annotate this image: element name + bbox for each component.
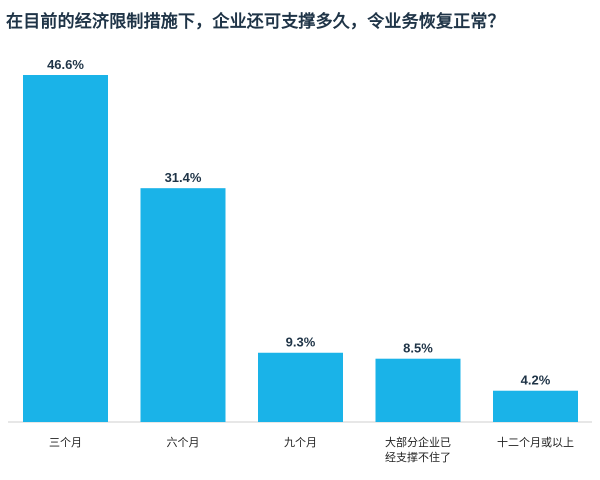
bar-4 [375, 358, 461, 422]
value-label-1: 46.6% [47, 57, 84, 72]
chart-title: 在目前的经济限制措施下，企业还可支撑多久，令业务恢复正常？ [6, 12, 505, 32]
category-label-4: 大部分企业已经支撑不住了 [385, 435, 451, 464]
bar-1 [23, 75, 108, 422]
category-label-1: 三个月 [49, 436, 82, 449]
value-label-2: 31.4% [165, 170, 202, 185]
value-labels-group: 46.6% 31.4% 9.3% 8.5% 4.2% [47, 57, 551, 388]
value-label-5: 4.2% [521, 373, 551, 388]
bar-2 [140, 188, 226, 422]
bar-3 [258, 352, 343, 422]
category-label-3: 九个月 [284, 436, 317, 449]
value-label-3: 9.3% [286, 335, 316, 350]
category-label-5: 十二个月或以上 [497, 435, 574, 449]
value-label-4: 8.5% [403, 341, 433, 356]
category-labels-group: 三个月 六个月 九个月 大部分企业已经支撑不住了 十二个月或以上 [49, 435, 574, 464]
bar-5 [493, 390, 578, 422]
bars-group [23, 75, 578, 422]
category-label-2: 六个月 [167, 436, 200, 449]
